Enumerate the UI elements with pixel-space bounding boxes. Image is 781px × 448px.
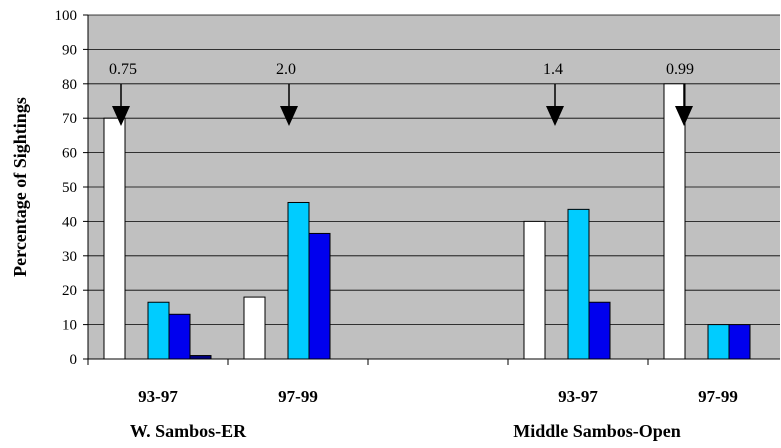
y-tick-label: 70 <box>62 111 77 127</box>
y-ticks: 0 10 20 30 40 50 60 70 80 90 100 <box>55 8 88 368</box>
bar <box>728 324 751 360</box>
y-axis-label: Percentage of Sightings <box>10 97 30 277</box>
bar <box>168 313 191 360</box>
group-label: W. Sambos-ER <box>130 421 247 441</box>
bar <box>663 83 686 360</box>
y-tick-label: 10 <box>62 318 77 334</box>
y-tick-label: 30 <box>62 249 77 265</box>
bar <box>287 201 310 360</box>
bar <box>707 324 730 360</box>
bar <box>147 301 170 360</box>
annotation-arrow-head <box>280 106 298 126</box>
x-ticks <box>87 359 649 365</box>
bar <box>588 301 611 360</box>
category-label: 93-97 <box>558 387 598 406</box>
y-tick-label: 50 <box>62 180 77 196</box>
category-label: 97-99 <box>278 387 318 406</box>
annotation-label: 0.75 <box>109 61 137 78</box>
group-labels: W. Sambos-ER Middle Sambos-Open <box>130 421 681 441</box>
y-tick-label: 80 <box>62 77 77 93</box>
category-labels: 93-97 97-99 93-97 97-99 <box>138 387 738 406</box>
annotations: 0.75 2.0 1.4 0.99 <box>109 61 694 126</box>
bar <box>103 117 126 360</box>
y-tick-label: 0 <box>70 352 78 368</box>
annotation-arrow-head <box>546 106 564 126</box>
bar <box>308 232 331 360</box>
bar <box>189 355 212 360</box>
y-tick-label: 90 <box>62 42 77 58</box>
y-tick-label: 40 <box>62 214 77 230</box>
category-label: 97-99 <box>698 387 738 406</box>
annotation-arrow-head <box>675 106 693 126</box>
annotation-label: 1.4 <box>543 61 563 78</box>
bars <box>103 83 751 360</box>
category-label: 93-97 <box>138 387 178 406</box>
y-tick-label: 100 <box>55 8 78 24</box>
bar <box>567 208 590 360</box>
y-tick-label: 20 <box>62 283 77 299</box>
annotation-arrow-head <box>112 106 130 126</box>
y-tick-label: 60 <box>62 146 77 162</box>
bar <box>523 220 546 360</box>
bar <box>243 296 266 360</box>
group-label: Middle Sambos-Open <box>513 421 681 441</box>
annotation-label: 2.0 <box>276 61 296 78</box>
annotation-label: 0.99 <box>666 61 694 78</box>
